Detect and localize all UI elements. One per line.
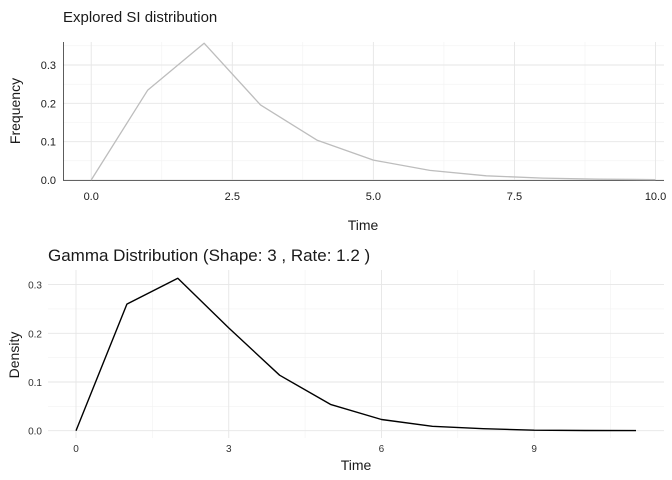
- x-tick-label: 2.5: [225, 191, 240, 203]
- grid: [48, 270, 664, 438]
- x-tick-labels: 0.0 2.5 5.0 7.5 10.0: [84, 191, 667, 203]
- y-tick-labels: 0.0 0.1 0.2 0.3: [28, 281, 42, 438]
- x-tick-label: 7.5: [507, 191, 522, 203]
- y-tick-label: 0.3: [41, 60, 56, 72]
- y-tick-label: 0.2: [28, 329, 42, 340]
- x-tick-label: 10.0: [645, 191, 666, 203]
- x-tick-label: 6: [379, 444, 385, 455]
- plot-marks: [90, 42, 656, 181]
- x-tick-label: 3: [226, 444, 232, 455]
- y-tick-label: 0.1: [28, 378, 42, 389]
- y-tick-label: 0.1: [41, 137, 56, 149]
- y-axis-label: Density: [6, 332, 22, 379]
- series-line: [90, 42, 656, 181]
- x-tick-labels: 0 3 6 9: [73, 444, 537, 455]
- gamma-distribution-chart: Gamma Distribution (Shape: 3 , Rate: 1.2…: [6, 246, 664, 473]
- chart-title: Explored SI distribution: [63, 9, 217, 26]
- x-tick-label: 0.0: [84, 191, 99, 203]
- plot-marks: [75, 277, 637, 432]
- y-tick-label: 0.0: [41, 175, 56, 187]
- x-tick-label: 5.0: [366, 191, 381, 203]
- y-tick-label: 0.3: [28, 281, 42, 292]
- si-distribution-chart: Explored SI distribution 0.0 2.5 5.0 7.5 10.…: [7, 9, 666, 233]
- y-tick-labels: 0.0 0.1 0.2 0.3: [41, 60, 56, 187]
- y-tick-label: 0.2: [41, 98, 56, 110]
- series-line: [75, 277, 637, 432]
- x-axis-label: Time: [348, 217, 379, 233]
- chart-title: Gamma Distribution (Shape: 3 , Rate: 1.2…: [48, 246, 370, 265]
- y-axis-label: Frequency: [7, 78, 23, 144]
- y-tick-label: 0.0: [28, 427, 42, 438]
- x-tick-label: 0: [73, 444, 79, 455]
- grid: [63, 42, 664, 181]
- x-axis-label: Time: [341, 457, 372, 473]
- x-tick-label: 9: [531, 444, 537, 455]
